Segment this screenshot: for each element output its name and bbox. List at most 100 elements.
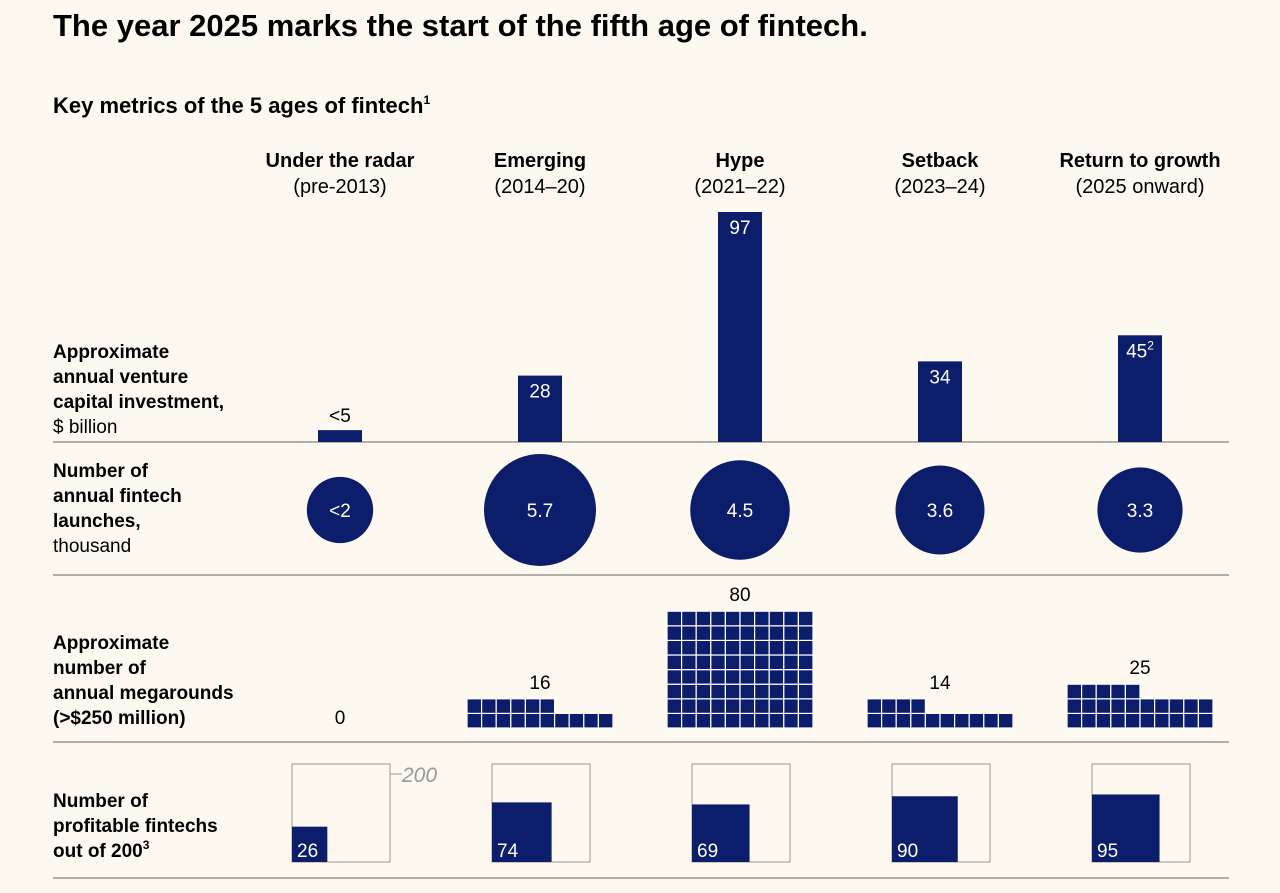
megaround-unit bbox=[910, 712, 926, 729]
megaround-label-return-to-growth: 25 bbox=[1129, 658, 1150, 679]
megaround-unit bbox=[510, 712, 526, 729]
megaround-unit bbox=[739, 610, 756, 627]
megaround-unit bbox=[910, 698, 926, 714]
row-label-megarounds-line-1: Approximate bbox=[53, 633, 169, 654]
megaround-unit bbox=[583, 712, 599, 729]
megaround-unit bbox=[783, 683, 799, 700]
megaround-unit bbox=[510, 698, 526, 714]
megaround-unit bbox=[895, 698, 912, 714]
megaround-unit bbox=[666, 712, 683, 729]
profit-fill-under-the-radar bbox=[292, 826, 328, 862]
vc-bar-label-setback: 34 bbox=[929, 367, 951, 388]
megaround-unit bbox=[1095, 712, 1112, 729]
megaround-unit bbox=[666, 668, 683, 685]
megaround-unit bbox=[710, 683, 726, 700]
megaround-unit bbox=[1066, 698, 1083, 714]
megaround-grid-return-to-growth bbox=[1066, 683, 1214, 729]
megaround-unit bbox=[797, 610, 814, 627]
megaround-unit bbox=[695, 625, 712, 641]
megaround-unit bbox=[753, 625, 770, 641]
megaround-unit bbox=[495, 698, 512, 714]
megaround-unit bbox=[783, 654, 799, 671]
launch-bubble-label-setback: 3.6 bbox=[927, 501, 953, 522]
megaround-unit bbox=[666, 698, 683, 714]
subtitle-footnote-marker: 1 bbox=[423, 93, 430, 107]
profit-fill-hype bbox=[692, 804, 750, 862]
row-label-fintech-launches-line-1: Number of bbox=[53, 461, 149, 482]
megaround-unit bbox=[466, 712, 483, 729]
megaround-unit bbox=[666, 639, 683, 656]
launch-bubble-label-emerging: 5.7 bbox=[527, 501, 553, 522]
megaround-unit bbox=[666, 683, 683, 700]
megaround-unit bbox=[739, 683, 756, 700]
megaround-unit bbox=[753, 654, 770, 671]
profitable-fintech-boxes: 26 74 69 90 95 200 bbox=[291, 763, 1191, 863]
row-label-profitable-fintechs-footnote-marker: 3 bbox=[143, 838, 150, 852]
fintech-launch-bubbles: <2 5.7 4.5 3.6 3.3 bbox=[306, 454, 1183, 566]
megaround-unit bbox=[724, 668, 741, 685]
row-label-vc-investment-line-3: capital investment, bbox=[53, 392, 224, 413]
megaround-unit bbox=[783, 668, 799, 685]
row-label-megarounds-line-4: (>$250 million) bbox=[53, 708, 186, 729]
row-label-fintech-launches-unit: thousand bbox=[53, 536, 131, 557]
megaround-unit bbox=[753, 683, 770, 700]
megaround-unit bbox=[797, 698, 814, 714]
megaround-unit bbox=[710, 654, 726, 671]
profit-label-setback: 90 bbox=[897, 841, 918, 862]
megaround-unit bbox=[724, 683, 741, 700]
profit-label-hype: 69 bbox=[697, 841, 718, 862]
megaround-unit bbox=[1110, 712, 1127, 729]
megaround-unit bbox=[710, 698, 726, 714]
megaround-unit bbox=[524, 698, 541, 714]
megaround-unit bbox=[680, 639, 697, 656]
megaround-unit bbox=[1080, 712, 1097, 729]
megaround-unit bbox=[495, 712, 512, 729]
megaround-unit bbox=[1153, 712, 1170, 729]
megaround-unit bbox=[997, 712, 1014, 729]
megaround-unit bbox=[1153, 698, 1170, 714]
vc-bar-label-hype: 97 bbox=[729, 218, 750, 239]
megaround-unit bbox=[783, 610, 799, 627]
megaround-unit bbox=[466, 698, 483, 714]
megaround-unit bbox=[753, 698, 770, 714]
megaround-grid-hype bbox=[666, 610, 814, 729]
megaround-unit bbox=[924, 712, 941, 729]
megaround-unit bbox=[739, 625, 756, 641]
megaround-unit bbox=[866, 712, 883, 729]
megaround-unit bbox=[939, 712, 956, 729]
megaround-unit bbox=[1080, 698, 1097, 714]
megaround-unit bbox=[710, 610, 726, 627]
megaround-unit bbox=[680, 712, 697, 729]
megaround-unit bbox=[797, 625, 814, 641]
launch-bubble-setback bbox=[895, 465, 985, 555]
megaround-unit bbox=[724, 639, 741, 656]
profit-fill-setback bbox=[892, 796, 958, 862]
megaround-unit bbox=[680, 683, 697, 700]
era-name-setback: Setback bbox=[902, 150, 980, 172]
megaround-unit bbox=[1197, 712, 1214, 729]
megaround-unit bbox=[768, 625, 785, 641]
megaround-unit bbox=[724, 625, 741, 641]
profit-label-under-the-radar: 26 bbox=[297, 841, 318, 862]
megaround-unit bbox=[1197, 698, 1214, 714]
megaround-unit bbox=[1183, 712, 1200, 729]
chart-subtitle-text: Key metrics of the 5 ages of fintech bbox=[53, 93, 423, 118]
megaround-unit bbox=[768, 668, 785, 685]
vc-bar-emerging bbox=[518, 375, 562, 442]
vc-bar-under-the-radar bbox=[318, 430, 362, 442]
era-name-hype: Hype bbox=[716, 150, 765, 172]
megaround-unit bbox=[1139, 712, 1156, 729]
megaround-unit bbox=[680, 668, 697, 685]
megaround-unit bbox=[680, 698, 697, 714]
megaround-unit bbox=[768, 639, 785, 656]
megaround-unit bbox=[695, 639, 712, 656]
launch-bubble-under-the-radar bbox=[306, 476, 374, 544]
vc-bar-label-under-the-radar: <5 bbox=[329, 406, 351, 427]
row-label-fintech-launches-line-2: annual fintech bbox=[53, 486, 182, 507]
row-label-megarounds-line-2: number of bbox=[53, 658, 147, 679]
megaround-unit bbox=[768, 712, 785, 729]
profit-total-label: 200 bbox=[401, 764, 437, 787]
megaround-unit bbox=[695, 610, 712, 627]
